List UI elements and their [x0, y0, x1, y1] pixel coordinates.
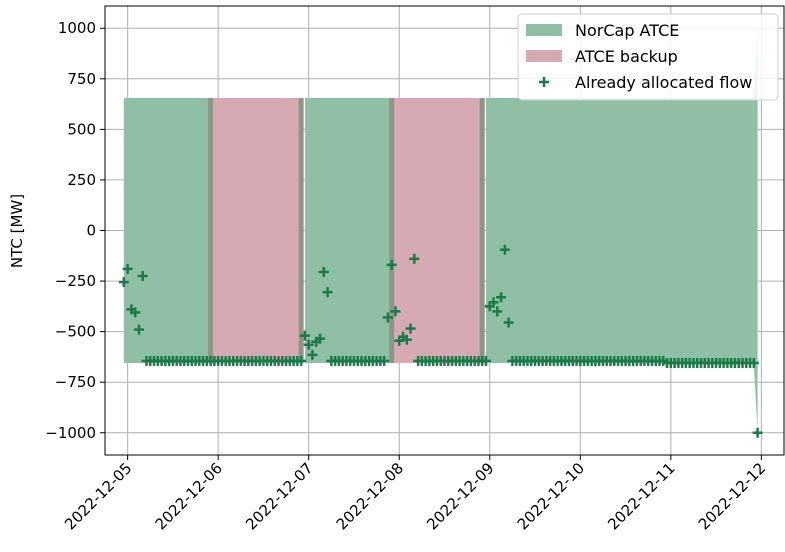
overlap-band — [479, 98, 485, 363]
flow-point — [322, 287, 333, 298]
flow-point — [401, 334, 412, 345]
norcap-area — [304, 98, 392, 363]
fill-areas — [123, 28, 758, 433]
flow-point — [318, 266, 329, 277]
y-axis: −1000 −750 −500 −250 0 250 500 750 1000 — [45, 19, 105, 442]
y-tick-label: 500 — [67, 120, 96, 138]
flow-point — [488, 297, 499, 308]
flow-point — [752, 427, 763, 438]
flow-markers — [118, 244, 763, 438]
flow-point — [405, 323, 416, 334]
flow-point — [496, 292, 507, 303]
flow-point — [296, 355, 307, 366]
y-tick-label: 1000 — [58, 19, 96, 37]
x-tick-label: 2022-12-06 — [152, 459, 226, 533]
flow-point — [303, 339, 314, 350]
backup-area — [210, 98, 302, 363]
flow-point — [480, 355, 491, 366]
legend-label-norcap: NorCap ATCE — [575, 21, 679, 40]
x-tick-label: 2022-12-12 — [695, 459, 769, 533]
flow-point — [130, 307, 141, 318]
flow-point — [307, 349, 318, 360]
y-tick-label: 250 — [67, 171, 96, 189]
y-axis-label: NTC [MW] — [8, 194, 26, 268]
flow-point — [748, 357, 759, 368]
y-tick-label: −500 — [55, 323, 96, 341]
legend-marker-flow — [539, 77, 549, 87]
y-tick-label: 0 — [86, 222, 96, 240]
x-tick-label: 2022-12-05 — [61, 459, 135, 533]
x-axis: 2022-12-05 2022-12-06 2022-12-07 2022-12-08… — [61, 455, 769, 533]
y-tick-label: 750 — [67, 70, 96, 88]
x-tick-label: 2022-12-09 — [423, 459, 497, 533]
overlap-band — [298, 98, 304, 363]
flow-point — [382, 312, 393, 323]
flow-point — [118, 277, 129, 288]
legend-label-backup: ATCE backup — [575, 47, 678, 66]
x-tick-label: 2022-12-07 — [242, 459, 316, 533]
x-tick-label: 2022-12-11 — [604, 459, 678, 533]
backup-area — [391, 98, 483, 363]
y-tick-label: −1000 — [45, 424, 96, 442]
flow-point — [137, 271, 148, 282]
x-tick-label: 2022-12-10 — [514, 459, 588, 533]
overlap-band — [389, 98, 395, 363]
flow-point — [503, 317, 514, 328]
overlap-band — [208, 98, 214, 363]
y-tick-label: −250 — [55, 272, 96, 290]
flow-point — [315, 333, 326, 344]
flow-point — [299, 330, 310, 341]
norcap-area-tail — [753, 28, 758, 433]
legend-swatch-norcap — [526, 24, 562, 36]
flow-point — [122, 263, 133, 274]
norcap-area — [485, 98, 754, 363]
flow-point — [492, 306, 503, 317]
flow-point — [133, 324, 144, 335]
legend-label-flow: Already allocated flow — [575, 73, 752, 92]
norcap-area — [123, 98, 211, 363]
flow-point — [379, 355, 390, 366]
legend-swatch-backup — [526, 50, 562, 62]
flow-point — [386, 259, 397, 270]
flow-point — [390, 306, 401, 317]
flow-point — [409, 253, 420, 264]
legend-frame — [517, 13, 779, 101]
y-tick-label: −750 — [55, 373, 96, 391]
x-tick-label: 2022-12-08 — [333, 459, 407, 533]
flow-point — [499, 244, 510, 255]
legend: NorCap ATCE ATCE backup Already allocate… — [517, 13, 779, 101]
